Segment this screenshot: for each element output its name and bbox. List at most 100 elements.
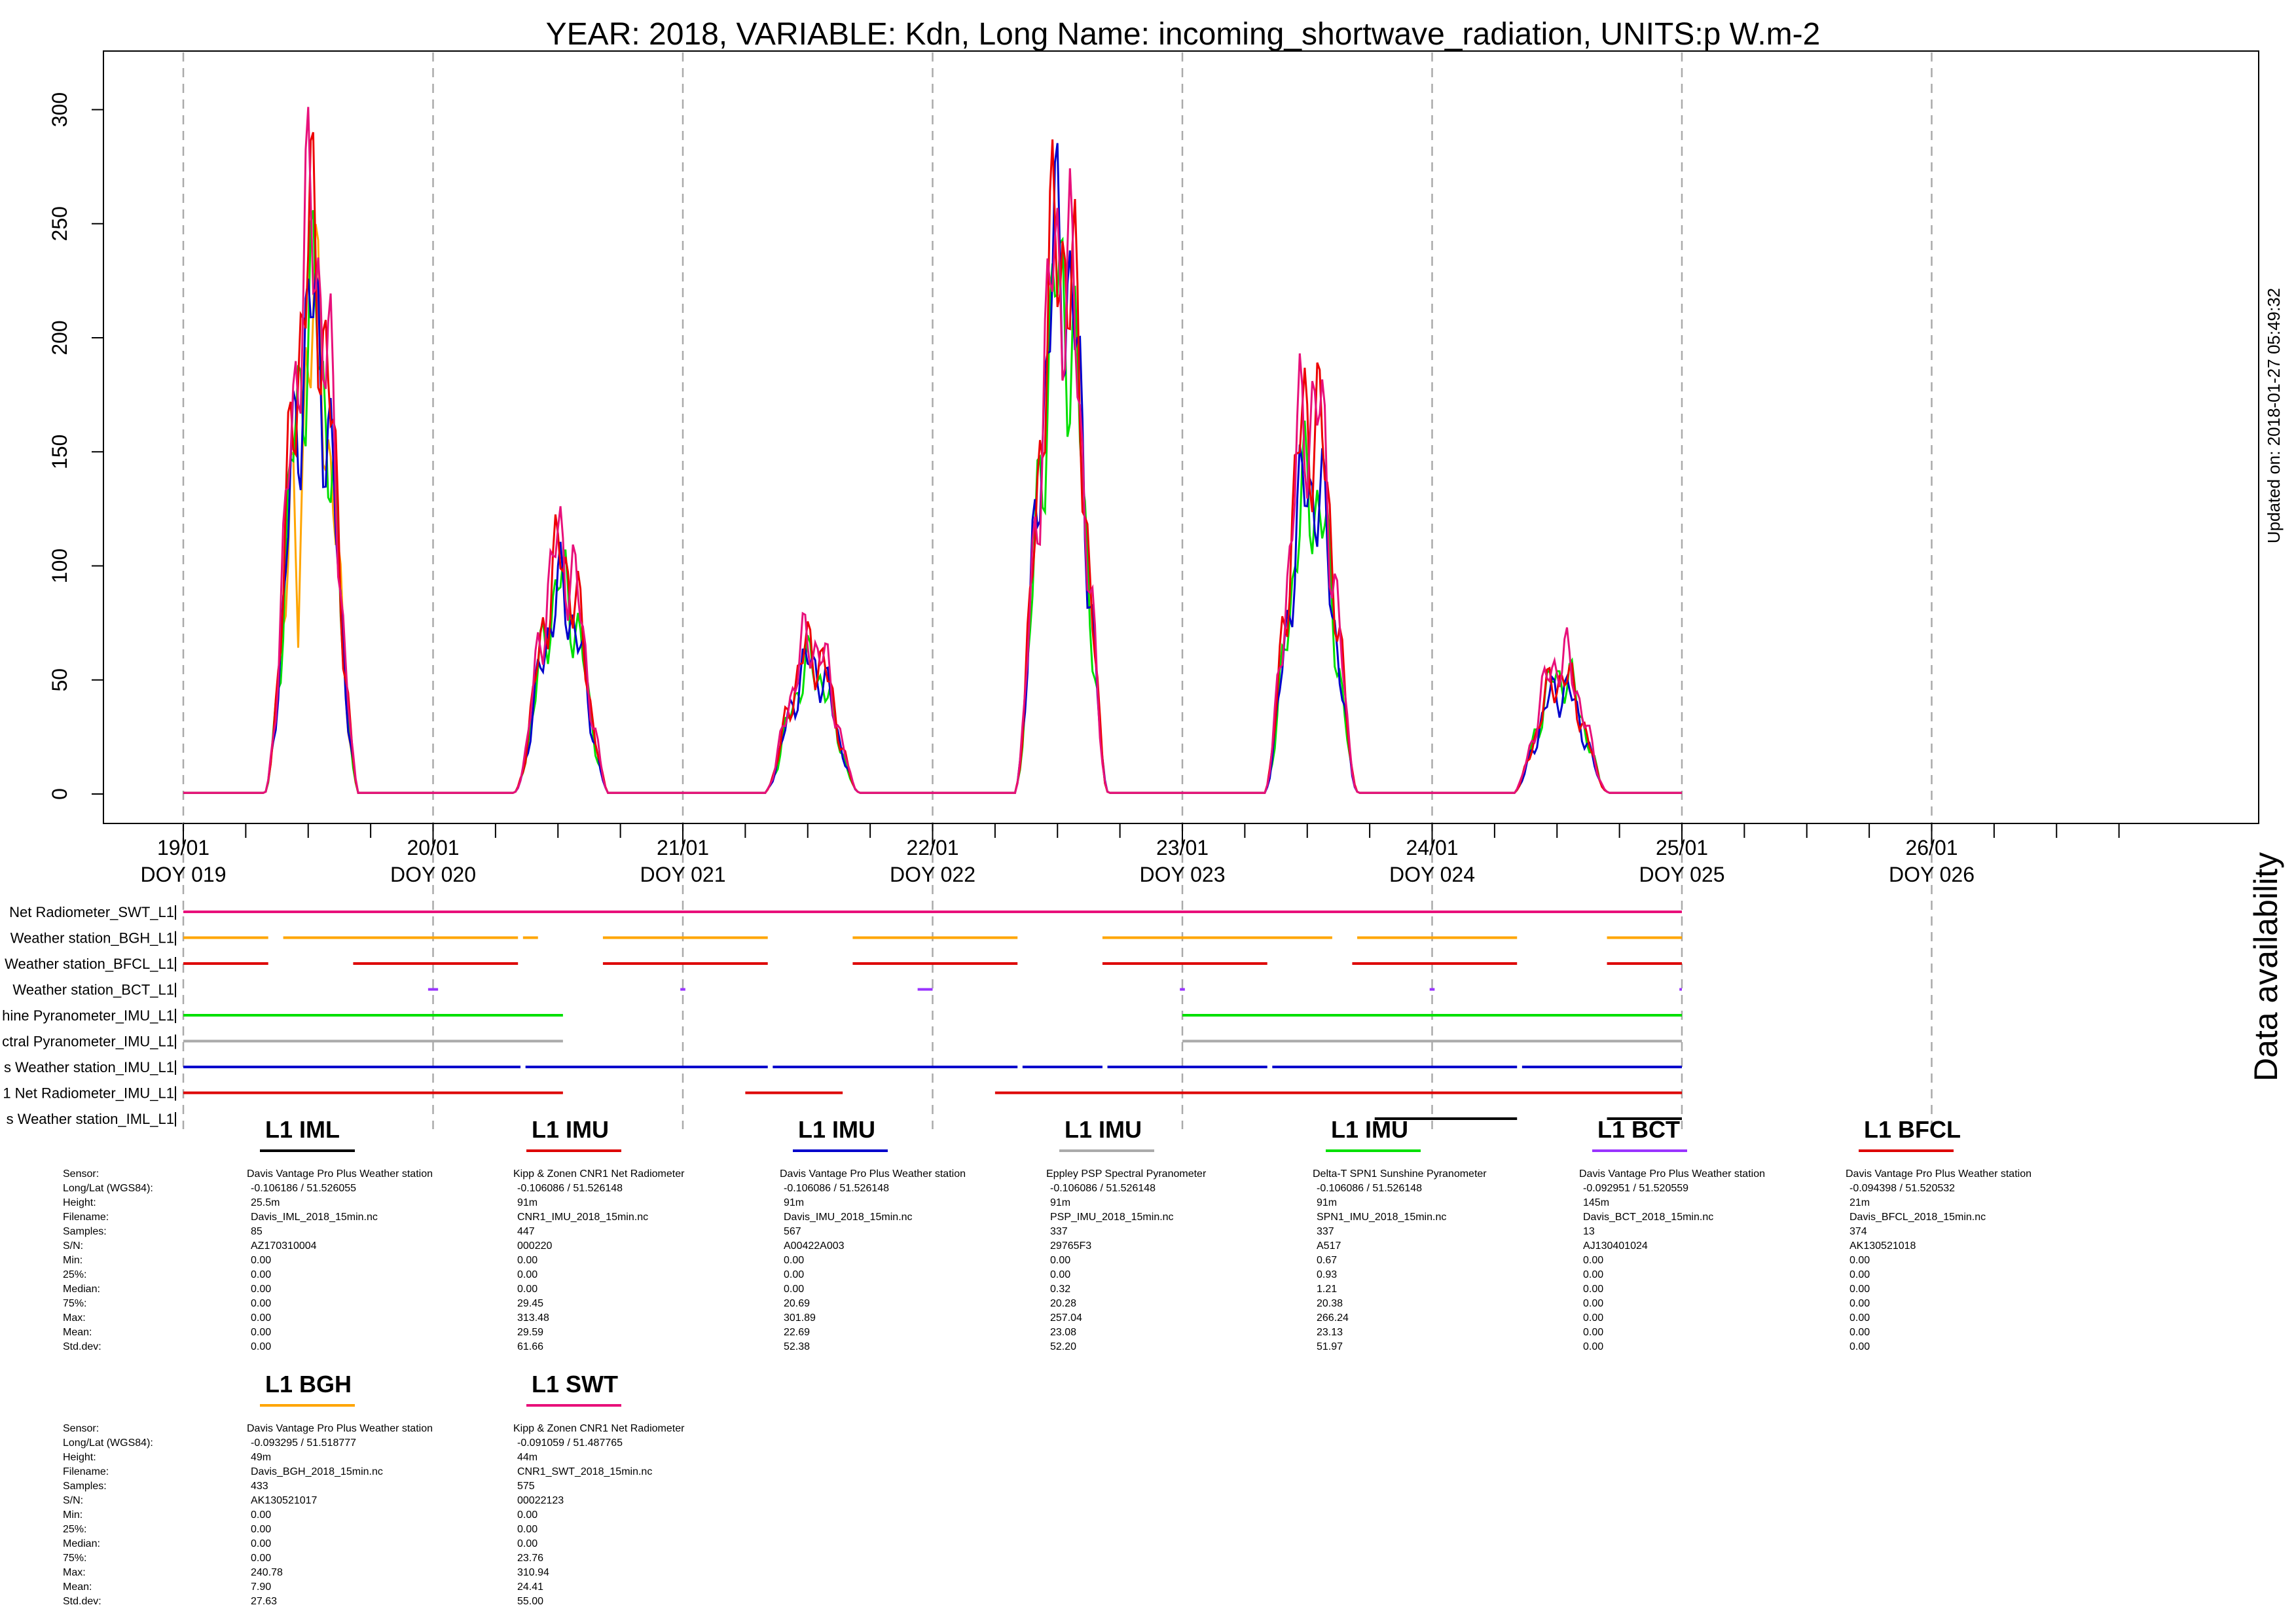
x-doy-label: DOY 025 xyxy=(1639,863,1724,886)
station-stat-value: 0.00 xyxy=(251,1269,271,1280)
station-stat-value: -0.106186 / 51.526055 xyxy=(251,1183,356,1194)
x-date-label: 19/01 xyxy=(157,836,210,859)
stat-row-label: Max: xyxy=(63,1312,86,1324)
station-stat-value: Davis Vantage Pro Plus Weather station xyxy=(1579,1168,1765,1180)
stat-row-label: Max: xyxy=(63,1567,86,1578)
station-stat-value: 0.00 xyxy=(1583,1284,1603,1295)
station-stat-value: 0.00 xyxy=(1583,1269,1603,1280)
station-stat-value: 0.00 xyxy=(1850,1341,1870,1352)
y-tick-label: 100 xyxy=(48,549,71,583)
station-stat-value: 313.48 xyxy=(517,1312,549,1324)
station-stat-value: 1.21 xyxy=(1317,1284,1337,1295)
station-stat-value: 20.38 xyxy=(1317,1298,1343,1309)
station-heading: L1 BGH xyxy=(265,1371,352,1398)
station-stat-value: CNR1_SWT_2018_15min.nc xyxy=(517,1466,652,1477)
availability-row-label: Net Radiometer_SWT_L1 xyxy=(9,904,174,920)
availability-row-label: Weather station_BGH_L1 xyxy=(10,930,174,947)
availability-row-label: Weather station_BCT_L1 xyxy=(12,982,174,998)
station-stat-value: 0.00 xyxy=(784,1269,804,1280)
station-stat-value: 0.00 xyxy=(1583,1341,1603,1352)
stat-row-label: S/N: xyxy=(63,1495,83,1506)
availability-row-label: ctral Pyranometer_IMU_L1 xyxy=(2,1034,174,1050)
chart-title: YEAR: 2018, VARIABLE: Kdn, Long Name: in… xyxy=(546,17,1821,52)
y-tick-label: 150 xyxy=(48,435,71,469)
y-tick-label: 250 xyxy=(48,206,71,241)
y-axis: 0 50 100 150 200 250 300 xyxy=(48,92,103,800)
station-stat-value: 25.5m xyxy=(251,1197,280,1208)
x-date-label: 22/01 xyxy=(906,836,958,859)
station-stat-value: 91m xyxy=(1050,1197,1070,1208)
station-stat-value: 23.76 xyxy=(517,1553,543,1564)
station-stat-value: 000220 xyxy=(517,1240,552,1252)
availability-row-label: s Weather station_IML_L1 xyxy=(7,1111,174,1127)
station-stat-value: -0.106086 / 51.526148 xyxy=(517,1183,623,1194)
station-stat-value: Davis_BCT_2018_15min.nc xyxy=(1583,1212,1713,1223)
station-stat-value: 0.00 xyxy=(251,1255,271,1266)
availability-title: Data availability xyxy=(2248,852,2284,1081)
station-stat-value: 337 xyxy=(1050,1226,1068,1237)
stat-row-label: 25%: xyxy=(63,1269,86,1280)
stat-row-label: Long/Lat (WGS84): xyxy=(63,1183,153,1194)
station-stat-value: 44m xyxy=(517,1452,538,1463)
x-date-label: 26/01 xyxy=(1905,836,1958,859)
station-stat-value: 13 xyxy=(1583,1226,1595,1237)
station-stat-value: 145m xyxy=(1583,1197,1609,1208)
x-doy-label: DOY 023 xyxy=(1139,863,1225,886)
stat-row-label: Height: xyxy=(63,1197,96,1208)
station-stat-value: 0.00 xyxy=(517,1269,538,1280)
stat-row-label: Filename: xyxy=(63,1212,109,1223)
station-stat-value: AJ130401024 xyxy=(1583,1240,1648,1252)
station-stat-value: 29.59 xyxy=(517,1327,543,1338)
station-stat-value: 0.00 xyxy=(517,1509,538,1521)
station-stat-value: 257.04 xyxy=(1050,1312,1082,1324)
station-stat-value: 20.69 xyxy=(784,1298,810,1309)
station-stat-value: 51.97 xyxy=(1317,1341,1343,1352)
y-tick-label: 200 xyxy=(48,320,71,355)
station-stat-value: A517 xyxy=(1317,1240,1341,1252)
station-stat-value: Davis Vantage Pro Plus Weather station xyxy=(247,1168,433,1180)
station-stat-value: 567 xyxy=(784,1226,801,1237)
station-stat-value: 0.00 xyxy=(1850,1298,1870,1309)
station-heading: L1 BFCL xyxy=(1864,1116,1961,1143)
x-date-label: 23/01 xyxy=(1156,836,1209,859)
station-heading: L1 IML xyxy=(265,1116,340,1143)
station-stat-value: Kipp & Zonen CNR1 Net Radiometer xyxy=(513,1168,685,1180)
station-stat-value: 301.89 xyxy=(784,1312,816,1324)
station-stat-value: 91m xyxy=(784,1197,804,1208)
station-stat-value: Davis Vantage Pro Plus Weather station xyxy=(247,1423,433,1434)
station-stat-value: 27.63 xyxy=(251,1596,277,1607)
station-stat-value: Davis_IML_2018_15min.nc xyxy=(251,1212,378,1223)
y-tick-label: 0 xyxy=(48,788,71,800)
station-stat-value: 7.90 xyxy=(251,1581,271,1593)
station-stat-value: CNR1_IMU_2018_15min.nc xyxy=(517,1212,648,1223)
station-heading: L1 BCT xyxy=(1597,1116,1680,1143)
station-stat-value: 0.00 xyxy=(784,1255,804,1266)
stat-row-label: 75%: xyxy=(63,1553,86,1564)
station-stat-value: 0.67 xyxy=(1317,1255,1337,1266)
station-stat-value: Kipp & Zonen CNR1 Net Radiometer xyxy=(513,1423,685,1434)
station-stat-value: 0.93 xyxy=(1317,1269,1337,1280)
stat-row-label: Samples: xyxy=(63,1226,107,1237)
station-stat-value: 0.00 xyxy=(1850,1312,1870,1324)
station-stat-value: 55.00 xyxy=(517,1596,543,1607)
station-stat-value: 0.00 xyxy=(517,1255,538,1266)
stat-row-label: Filename: xyxy=(63,1466,109,1477)
x-date-label: 25/01 xyxy=(1656,836,1708,859)
station-stat-value: AK130521017 xyxy=(251,1495,318,1506)
station-stat-value: Davis Vantage Pro Plus Weather station xyxy=(780,1168,966,1180)
x-doy-label: DOY 020 xyxy=(390,863,476,886)
updated-timestamp: Updated on: 2018-01-27 05:49:32 xyxy=(2264,288,2284,543)
station-stat-value: 22.69 xyxy=(784,1327,810,1338)
stat-row-label: Median: xyxy=(63,1284,100,1295)
stat-row-label: Min: xyxy=(63,1255,82,1266)
station-stat-value: 0.00 xyxy=(517,1524,538,1535)
station-stat-value: 0.00 xyxy=(1050,1269,1070,1280)
stat-row-label: Std.dev: xyxy=(63,1341,101,1352)
availability-row-label: s Weather station_IMU_L1 xyxy=(4,1059,174,1075)
station-stat-value: 91m xyxy=(1317,1197,1337,1208)
station-stat-value: 0.00 xyxy=(1850,1327,1870,1338)
station-stat-value: 433 xyxy=(251,1481,268,1492)
y-tick-label: 50 xyxy=(48,668,71,692)
station-stat-value: AZ170310004 xyxy=(251,1240,317,1252)
stat-row-label: Mean: xyxy=(63,1327,92,1338)
